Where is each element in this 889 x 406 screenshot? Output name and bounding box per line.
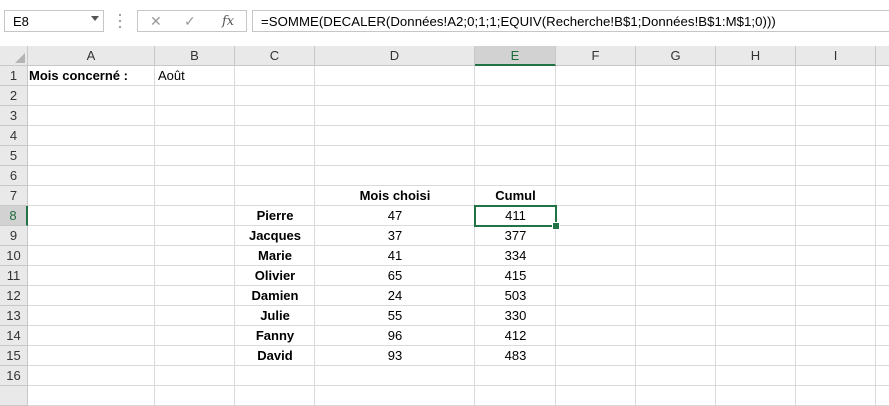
gridline	[28, 105, 889, 106]
column-header-c[interactable]: C	[235, 46, 315, 66]
row-header-11[interactable]: 11	[0, 266, 28, 286]
cell-mois[interactable]: 55	[387, 308, 403, 323]
formula-buttons: ✕ ✓ fx	[137, 10, 247, 32]
column-header-g[interactable]: G	[636, 46, 716, 66]
gridline	[28, 85, 889, 86]
resize-handle[interactable]	[118, 12, 122, 32]
column-header-e[interactable]: E	[475, 46, 556, 66]
cell-name[interactable]: Jacques	[248, 228, 302, 243]
cell-cumul[interactable]: 334	[504, 248, 527, 263]
cell-mois[interactable]: 37	[387, 228, 403, 243]
cell-name[interactable]: Pierre	[256, 208, 294, 223]
gridline	[28, 305, 889, 306]
cell-cumul[interactable]: 412	[504, 328, 527, 343]
row-header-16[interactable]: 16	[0, 366, 28, 386]
gridline	[28, 345, 889, 346]
gridline	[28, 165, 889, 166]
gridline	[28, 145, 889, 146]
name-box-value: E8	[13, 14, 29, 29]
cell-d7-header[interactable]: Mois choisi	[359, 188, 431, 203]
active-cell-selection[interactable]	[474, 205, 557, 227]
chevron-down-icon[interactable]	[91, 16, 99, 21]
gridline	[28, 385, 889, 386]
column-header-h[interactable]: H	[716, 46, 796, 66]
cell-cumul[interactable]: 415	[504, 268, 527, 283]
name-box[interactable]: E8	[4, 10, 104, 32]
formula-input[interactable]: =SOMME(DECALER(Données!A2;0;1;1;EQUIV(Re…	[252, 10, 889, 32]
cell-mois[interactable]: 93	[387, 348, 403, 363]
cell-name[interactable]: Julie	[260, 308, 290, 323]
row-header-12[interactable]: 12	[0, 286, 28, 306]
column-header-f[interactable]: F	[556, 46, 636, 66]
formula-text: =SOMME(DECALER(Données!A2;0;1;1;EQUIV(Re…	[261, 14, 776, 29]
column-header-partial[interactable]	[876, 46, 889, 66]
cell-mois[interactable]: 24	[387, 288, 403, 303]
select-all-icon	[15, 53, 25, 63]
cell-a1[interactable]: Mois concerné :	[29, 68, 128, 83]
gridline	[28, 185, 889, 186]
cell-cumul[interactable]: 377	[504, 228, 527, 243]
gridline	[28, 125, 889, 126]
cell-cumul[interactable]: 483	[504, 348, 527, 363]
fill-handle[interactable]	[552, 222, 560, 230]
cell-cumul[interactable]: 503	[504, 288, 527, 303]
column-header-a[interactable]: A	[28, 46, 155, 66]
row-header-8[interactable]: 8	[0, 206, 28, 226]
select-all-button[interactable]	[0, 46, 28, 66]
cell-mois[interactable]: 41	[387, 248, 403, 263]
gridline	[28, 365, 889, 366]
row-header-7[interactable]: 7	[0, 186, 28, 206]
gridline	[555, 66, 556, 406]
gridline	[314, 66, 315, 406]
gridline	[715, 66, 716, 406]
column-header-b[interactable]: B	[155, 46, 235, 66]
gridline	[154, 66, 155, 406]
insert-function-icon[interactable]: fx	[222, 14, 235, 29]
cell-name[interactable]: Fanny	[255, 328, 295, 343]
row-header-15[interactable]: 15	[0, 346, 28, 366]
gridline	[28, 245, 889, 246]
cell-mois[interactable]: 47	[387, 208, 403, 223]
cell-cumul[interactable]: 411	[505, 208, 526, 223]
cell-name[interactable]: Damien	[251, 288, 299, 303]
cell-name[interactable]: Olivier	[254, 268, 296, 283]
formula-bar-area: E8 ✕ ✓ fx =SOMME(DECALER(Données!A2;0;1;…	[0, 0, 889, 46]
gridline	[875, 66, 876, 406]
enter-icon[interactable]: ✓	[184, 13, 196, 29]
row-header-14[interactable]: 14	[0, 326, 28, 346]
cell-mois[interactable]: 96	[387, 328, 403, 343]
gridline	[28, 225, 889, 226]
cancel-icon[interactable]: ✕	[150, 13, 162, 29]
gridline	[28, 285, 889, 286]
row-header-13[interactable]: 13	[0, 306, 28, 326]
row-header-3[interactable]: 3	[0, 106, 28, 126]
gridline	[234, 66, 235, 406]
cell-name[interactable]: David	[257, 348, 293, 363]
cell-mois[interactable]: 65	[387, 268, 403, 283]
spreadsheet-grid: A B C D E F G H I 1 2 3 4 5 6 7 8 9 10 1…	[0, 46, 889, 406]
cell-cumul[interactable]: 330	[504, 308, 527, 323]
gridline	[635, 66, 636, 406]
cell-e7-header[interactable]: Cumul	[495, 188, 536, 203]
column-header-d[interactable]: D	[315, 46, 475, 66]
row-header-1[interactable]: 1	[0, 66, 28, 86]
gridline	[28, 205, 889, 206]
row-header-17-partial[interactable]	[0, 386, 28, 406]
gridline	[474, 66, 475, 406]
row-header-2[interactable]: 2	[0, 86, 28, 106]
row-header-6[interactable]: 6	[0, 166, 28, 186]
gridline	[795, 66, 796, 406]
column-header-i[interactable]: I	[796, 46, 876, 66]
cell-name[interactable]: Marie	[258, 248, 292, 263]
row-header-10[interactable]: 10	[0, 246, 28, 266]
row-header-5[interactable]: 5	[0, 146, 28, 166]
gridline	[28, 325, 889, 326]
row-header-9[interactable]: 9	[0, 226, 28, 246]
gridline	[28, 265, 889, 266]
cell-b1[interactable]: Août	[158, 68, 185, 83]
row-header-4[interactable]: 4	[0, 126, 28, 146]
